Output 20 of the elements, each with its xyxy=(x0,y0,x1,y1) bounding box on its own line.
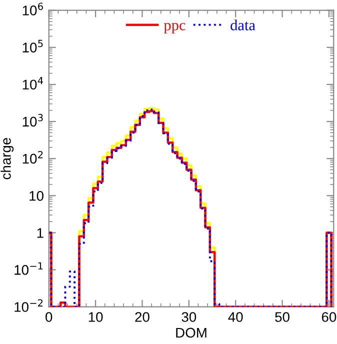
y-tick-label: 10$^{−2}$ xyxy=(14,299,43,312)
y-tick-label: 10$^{6}$ xyxy=(22,2,43,16)
x-tick-label: 30 xyxy=(182,312,196,322)
x-tick-label: 20 xyxy=(135,312,150,322)
y-tick-label: 10$^{5}$ xyxy=(22,40,43,52)
x-tick-label: 50 xyxy=(275,312,290,322)
y-tick-label: 1 xyxy=(37,228,44,238)
y-tick-label: 10$^{3}$ xyxy=(22,114,43,127)
y-tick-label: 10$^{4}$ xyxy=(22,76,44,90)
x-tick-label: 0 xyxy=(46,312,52,322)
legend-label: ppc xyxy=(164,22,186,34)
y-tick-label: 10 xyxy=(30,190,44,201)
legend-label: data xyxy=(230,20,256,30)
x-tick-label: 10 xyxy=(88,312,103,322)
x-tick-label: 40 xyxy=(228,312,243,322)
x-tick-label: 60 xyxy=(322,312,336,322)
y-axis-title: charge xyxy=(0,138,14,180)
y-tick-label: 10$^{−1}$ xyxy=(14,262,43,275)
x-axis-title: DOM xyxy=(176,328,206,338)
y-tick-label: 10$^{2}$ xyxy=(22,150,43,164)
